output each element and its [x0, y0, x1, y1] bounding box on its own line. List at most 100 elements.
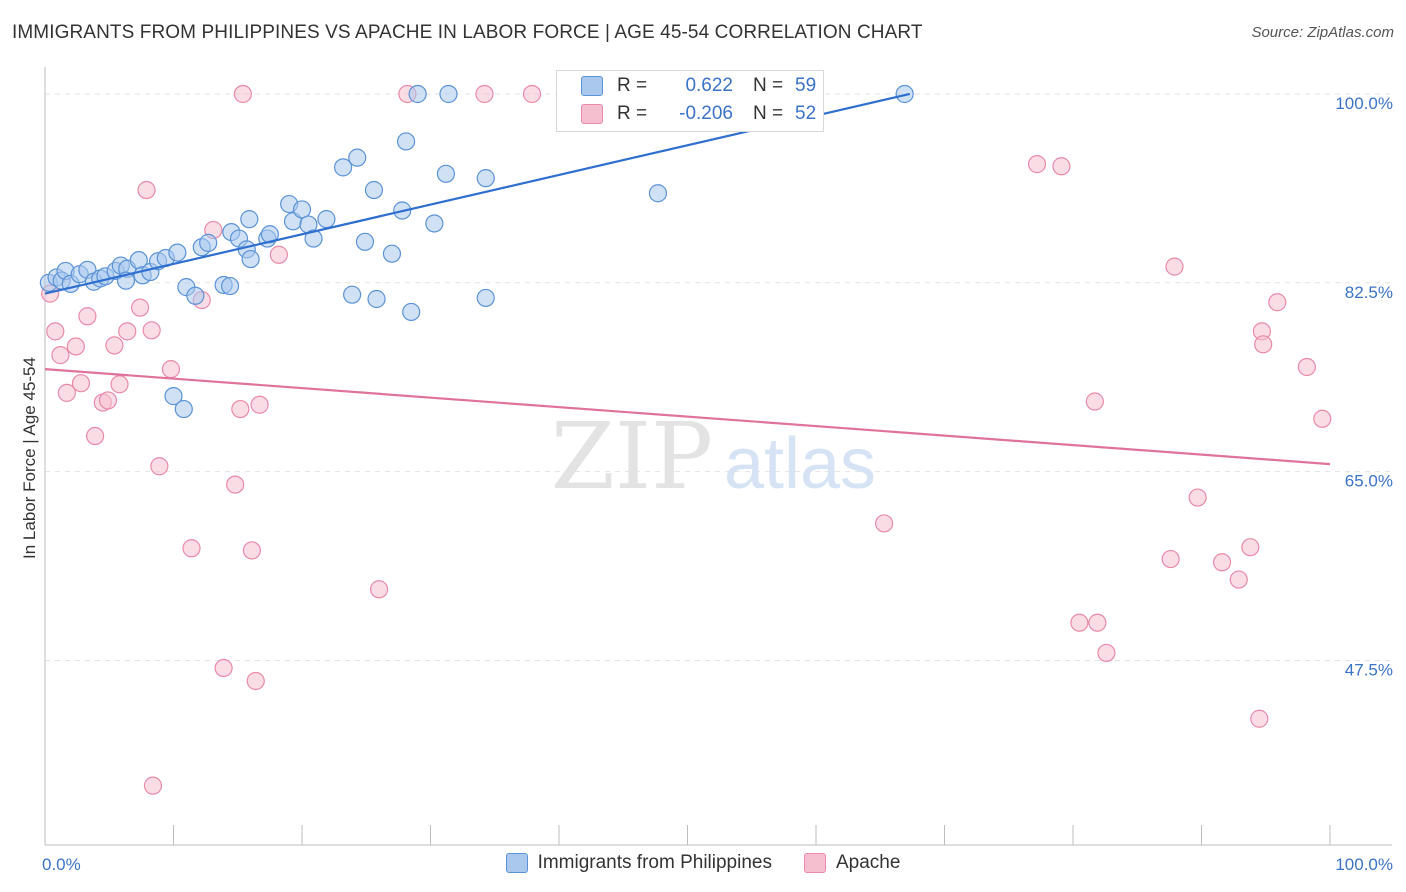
apache-point	[182, 539, 201, 558]
legend-r-value: 0.622	[685, 75, 733, 96]
legend-row-apache: R = -0.206 N = 52	[581, 102, 816, 126]
apache-point	[214, 658, 233, 678]
x-tick-label: 0.0%	[42, 855, 81, 874]
legend-n-value: 52	[795, 103, 817, 124]
apache-point	[1268, 293, 1287, 312]
philippines-point	[408, 84, 427, 104]
y-tick-label: 100.0%	[1335, 94, 1393, 113]
apache-point	[118, 322, 137, 341]
y-tick-label: 65.0%	[1345, 472, 1393, 491]
apache-point	[66, 337, 85, 356]
apache-point	[51, 346, 70, 365]
philippines-point	[364, 180, 384, 200]
philippines-point	[186, 286, 205, 305]
apache-point	[522, 84, 542, 104]
philippines-point	[317, 210, 336, 229]
philippines-point	[174, 399, 193, 419]
legend-item-apache[interactable]: Apache	[803, 852, 901, 874]
tick-labels: 47.5% 65.0% 82.5% 100.0% 0.0% 100.0%	[42, 94, 1393, 874]
philippines-point	[382, 244, 402, 263]
apache-point	[98, 391, 118, 410]
apache-point	[1070, 613, 1089, 632]
y-tick-label: 82.5%	[1345, 283, 1393, 302]
apache-point	[875, 514, 894, 533]
apache-point	[226, 475, 245, 494]
apache-point	[130, 298, 150, 317]
apache-point	[161, 360, 181, 379]
legend-n-label: N =	[753, 103, 784, 124]
legend-label-philippines: Immigrants from Philippines	[537, 852, 772, 873]
apache-point	[78, 307, 97, 326]
legend-swatch-pink	[803, 853, 826, 873]
apache-point	[1241, 538, 1260, 557]
watermark: ZIP atlas	[551, 403, 876, 510]
legend-n-value: 59	[795, 75, 817, 96]
apache-point	[71, 374, 91, 393]
apache-point	[1313, 409, 1332, 428]
apache-point	[250, 395, 269, 414]
apache-point	[142, 321, 161, 340]
philippines-point	[304, 229, 323, 248]
apache-point	[57, 383, 76, 402]
apache-point	[233, 84, 252, 104]
legend-r-label: R =	[617, 75, 648, 96]
apache-point	[1027, 155, 1047, 174]
apache-point	[150, 457, 169, 476]
apache-point	[1165, 257, 1184, 276]
apache-point	[1229, 570, 1248, 589]
philippines-point	[396, 132, 416, 151]
apache-point	[1297, 357, 1316, 377]
apache-point	[143, 776, 163, 795]
apache-point	[1250, 709, 1269, 728]
philippines-point	[355, 232, 375, 251]
apache-point	[1188, 488, 1207, 507]
philippines-point	[648, 184, 668, 203]
philippines-point	[240, 210, 259, 229]
philippines-point	[292, 200, 312, 219]
philippines-point	[334, 158, 353, 177]
legend-label-apache: Apache	[835, 852, 901, 873]
philippines-point	[439, 84, 458, 104]
series-legend: Immigrants from Philippines Apache	[0, 852, 1406, 874]
legend-r-label: R =	[617, 103, 648, 124]
philippines-point	[895, 84, 914, 104]
apache-point	[1088, 613, 1107, 632]
legend-item-philippines[interactable]: Immigrants from Philippines	[505, 852, 772, 874]
philippines-point	[476, 288, 495, 308]
philippines-point	[476, 169, 495, 188]
philippines-point	[367, 289, 386, 309]
philippines-point	[199, 233, 218, 252]
legend-n-label: N =	[753, 75, 784, 96]
apache-point	[242, 541, 261, 560]
apache-point	[1097, 643, 1116, 663]
legend-swatch-pink	[581, 104, 603, 124]
philippines-point	[402, 302, 421, 322]
x-tick-label: 100.0%	[1335, 855, 1393, 874]
apache-point	[110, 375, 129, 394]
chart-title: IMMIGRANTS FROM PHILIPPINES VS APACHE IN…	[12, 22, 923, 43]
apache-point	[1254, 335, 1273, 354]
stats-legend: R = 0.622 N = 59 R = -0.206 N = 52	[556, 70, 824, 132]
apache-point	[246, 671, 265, 691]
apache-point	[1212, 553, 1232, 572]
legend-swatch-blue	[505, 853, 528, 873]
philippines-point	[168, 243, 187, 262]
watermark-zip: ZIP	[551, 403, 713, 510]
apache-point	[46, 322, 65, 341]
apache-point	[137, 180, 156, 200]
axes	[44, 67, 1392, 846]
apache-point	[86, 426, 105, 446]
philippines-point	[343, 285, 362, 304]
legend-row-philippines: R = 0.622 N = 59	[581, 74, 816, 98]
philippines-point	[436, 164, 456, 183]
apache-point	[269, 245, 288, 264]
apache-point	[1052, 157, 1071, 176]
apache-point	[105, 336, 124, 355]
apache-point	[475, 84, 494, 104]
y-tick-label: 47.5%	[1345, 660, 1393, 679]
watermark-atlas: atlas	[724, 424, 876, 504]
philippines-point	[348, 148, 367, 167]
philippines-point	[425, 214, 444, 233]
apache-trend-line	[44, 368, 1331, 466]
legend-r-value: -0.206	[679, 103, 733, 124]
